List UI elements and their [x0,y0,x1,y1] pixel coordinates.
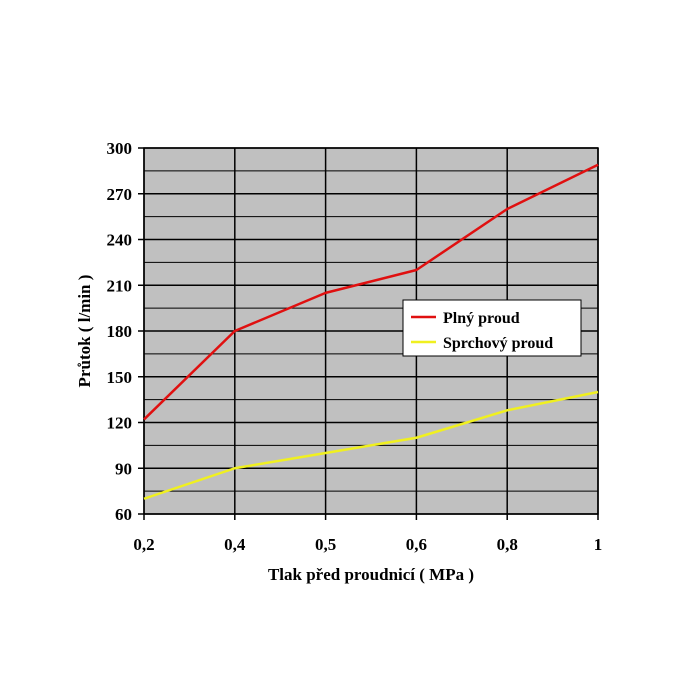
x-tick-label: 0,4 [224,535,246,554]
y-tick-label: 180 [107,322,133,341]
y-tick-label: 150 [107,368,133,387]
y-tick-label: 120 [107,414,133,433]
y-tick-label: 210 [107,276,133,295]
series-line [143,390,599,500]
x-tick-label: 0,6 [406,535,427,554]
series-line [143,163,599,421]
y-axis-title: Průtok ( l/min ) [75,275,94,388]
y-tick-label: 240 [107,231,133,250]
y-tick-label: 270 [107,185,133,204]
legend-label: Sprchový proud [443,335,553,352]
x-axis-ticks: 0,2 0,4 0,5 0,6 0,8 1 [133,535,602,554]
series-layer [143,163,599,500]
legend-box [402,299,582,357]
y-tick-label: 300 [107,139,133,158]
minor-gridlines [144,170,598,492]
y-tick-label: 90 [115,459,132,478]
x-tick-label: 0,5 [315,535,336,554]
major-gridlines [138,147,599,520]
x-tick-label: 0,8 [497,535,518,554]
x-tick-label: 1 [594,535,603,554]
legend: Plný proud Sprchový proud [402,299,582,357]
y-tick-label: 60 [115,505,132,524]
legend-label: Plný proud [443,310,520,327]
x-axis-title: Tlak před proudnicí ( MPa ) [268,565,474,584]
y-axis-ticks: 60 90 120 150 180 210 240 270 300 [107,139,133,524]
x-tick-label: 0,2 [133,535,154,554]
